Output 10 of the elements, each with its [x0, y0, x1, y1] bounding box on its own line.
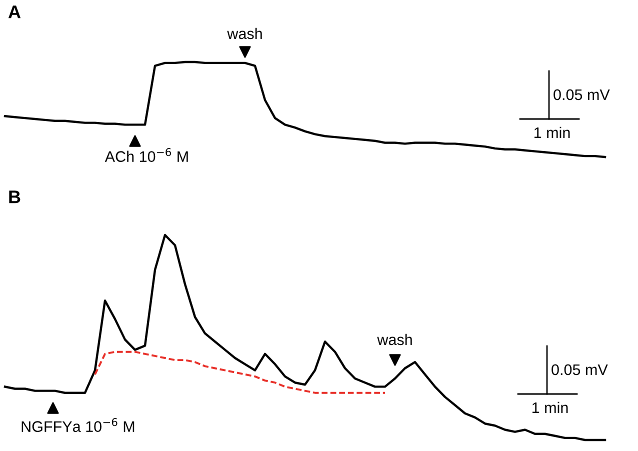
annotation: 0.05 mV [552, 364, 608, 376]
annotation: wash [377, 334, 412, 346]
annotation: 1 min [532, 402, 568, 413]
annotation: 1 min [534, 126, 570, 138]
annotation: 0.05 mV [554, 89, 610, 100]
chart-title: A [8, 6, 21, 18]
chart-title: B [9, 190, 20, 204]
annotation: NGFFYa 10$^{−6}$ M [22, 418, 134, 432]
text: wash [227, 28, 262, 40]
annotation: ACh 10$^{−6}$ M [104, 148, 188, 162]
